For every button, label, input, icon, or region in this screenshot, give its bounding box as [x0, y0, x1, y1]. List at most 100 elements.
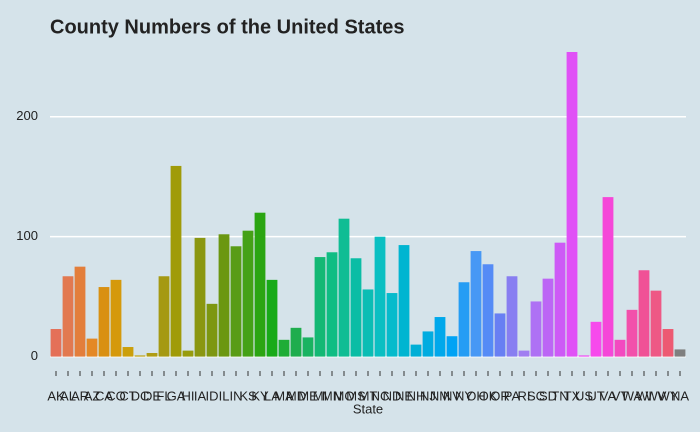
x-tick-label: MD — [286, 388, 306, 403]
bar — [494, 313, 506, 357]
bar — [554, 242, 566, 357]
y-tick-label: 200 — [16, 108, 38, 123]
x-tick-label: RI — [518, 388, 531, 403]
x-tick-label: HI — [182, 388, 195, 403]
bar — [254, 212, 266, 357]
bar — [470, 251, 482, 357]
x-tick-label: US — [575, 388, 593, 403]
x-tick-label: NA — [671, 388, 689, 403]
bar — [590, 321, 602, 357]
x-tick-label: NY — [455, 388, 473, 403]
x-tick-label: WI — [636, 388, 652, 403]
x-tick-label: TX — [564, 388, 581, 403]
x-tick-label: AK — [47, 388, 65, 403]
bar — [662, 329, 674, 357]
bar — [182, 350, 194, 357]
bar — [614, 339, 626, 357]
x-tick-label: WV — [646, 388, 667, 403]
bar — [674, 349, 686, 357]
bar — [302, 337, 314, 357]
x-tick-label: VA — [600, 388, 617, 403]
bar — [74, 266, 86, 357]
x-tick-label: ME — [298, 388, 318, 403]
x-tick-label: NM — [430, 388, 450, 403]
bar — [86, 338, 98, 357]
x-tick-label: NC — [371, 388, 390, 403]
bar — [134, 355, 146, 357]
x-tick-label: MS — [346, 388, 366, 403]
bar — [410, 344, 422, 357]
bar — [290, 327, 302, 357]
x-tick-label: AZ — [84, 388, 101, 403]
bar — [398, 245, 410, 357]
x-tick-label: CT — [119, 388, 136, 403]
x-tick-label: UT — [587, 388, 604, 403]
x-tick-label: WY — [658, 388, 679, 403]
x-tick-label: VT — [612, 388, 629, 403]
x-tick-label: SC — [527, 388, 545, 403]
x-tick-label: MI — [313, 388, 327, 403]
bar — [278, 339, 290, 357]
bar — [314, 257, 326, 357]
bar — [206, 303, 218, 357]
bar — [566, 51, 578, 357]
x-axis-label: State — [353, 401, 383, 416]
x-tick-label: TN — [551, 388, 568, 403]
x-tick-label: OR — [490, 388, 510, 403]
x-tick-label: AL — [60, 388, 76, 403]
x-tick-label: DE — [143, 388, 161, 403]
bar — [422, 331, 434, 357]
bar — [386, 293, 398, 357]
x-tick-label: IA — [194, 388, 207, 403]
x-tick-label: GA — [167, 388, 186, 403]
x-tick-label: MO — [334, 388, 355, 403]
x-tick-label: MA — [274, 388, 294, 403]
x-tick-label: LA — [264, 388, 280, 403]
x-tick-label: IN — [230, 388, 243, 403]
bar — [602, 197, 614, 357]
bar — [266, 279, 278, 357]
bar — [326, 252, 338, 357]
bar — [482, 264, 494, 357]
x-tick-label: PA — [504, 388, 521, 403]
bar — [194, 237, 206, 357]
x-tick-label: OH — [466, 388, 486, 403]
bar — [362, 289, 374, 357]
bar — [626, 309, 638, 357]
x-tick-label: MT — [359, 388, 378, 403]
chart-title: County Numbers of the United States — [50, 16, 404, 38]
bar — [458, 282, 470, 357]
x-tick-label: KS — [239, 388, 257, 403]
bar — [506, 276, 518, 357]
x-tick-label: ND — [383, 388, 402, 403]
bar — [434, 317, 446, 357]
bar — [338, 218, 350, 357]
bar — [638, 270, 650, 357]
bar — [62, 276, 74, 357]
bar — [350, 258, 362, 357]
x-tick-label: FL — [156, 388, 171, 403]
bar — [170, 165, 182, 357]
bar — [158, 276, 170, 357]
bar — [650, 290, 662, 357]
x-tick-label: NH — [407, 388, 426, 403]
bar — [446, 336, 458, 357]
x-tick-label: CA — [95, 388, 113, 403]
bar — [374, 236, 386, 357]
bar — [578, 355, 590, 357]
x-tick-label: ID — [206, 388, 219, 403]
x-tick-label: NJ — [420, 388, 436, 403]
x-tick-label: CO — [106, 388, 126, 403]
bar — [122, 347, 134, 357]
x-tick-label: IL — [219, 388, 230, 403]
x-tick-label: OK — [479, 388, 498, 403]
bar — [230, 246, 242, 357]
y-tick-label: 0 — [31, 348, 38, 363]
x-tick-label: NE — [395, 388, 413, 403]
y-tick-label: 100 — [16, 228, 38, 243]
x-tick-label: DC — [131, 388, 150, 403]
x-tick-label: SD — [539, 388, 557, 403]
x-tick-label: AR — [71, 388, 89, 403]
bar — [242, 230, 254, 357]
